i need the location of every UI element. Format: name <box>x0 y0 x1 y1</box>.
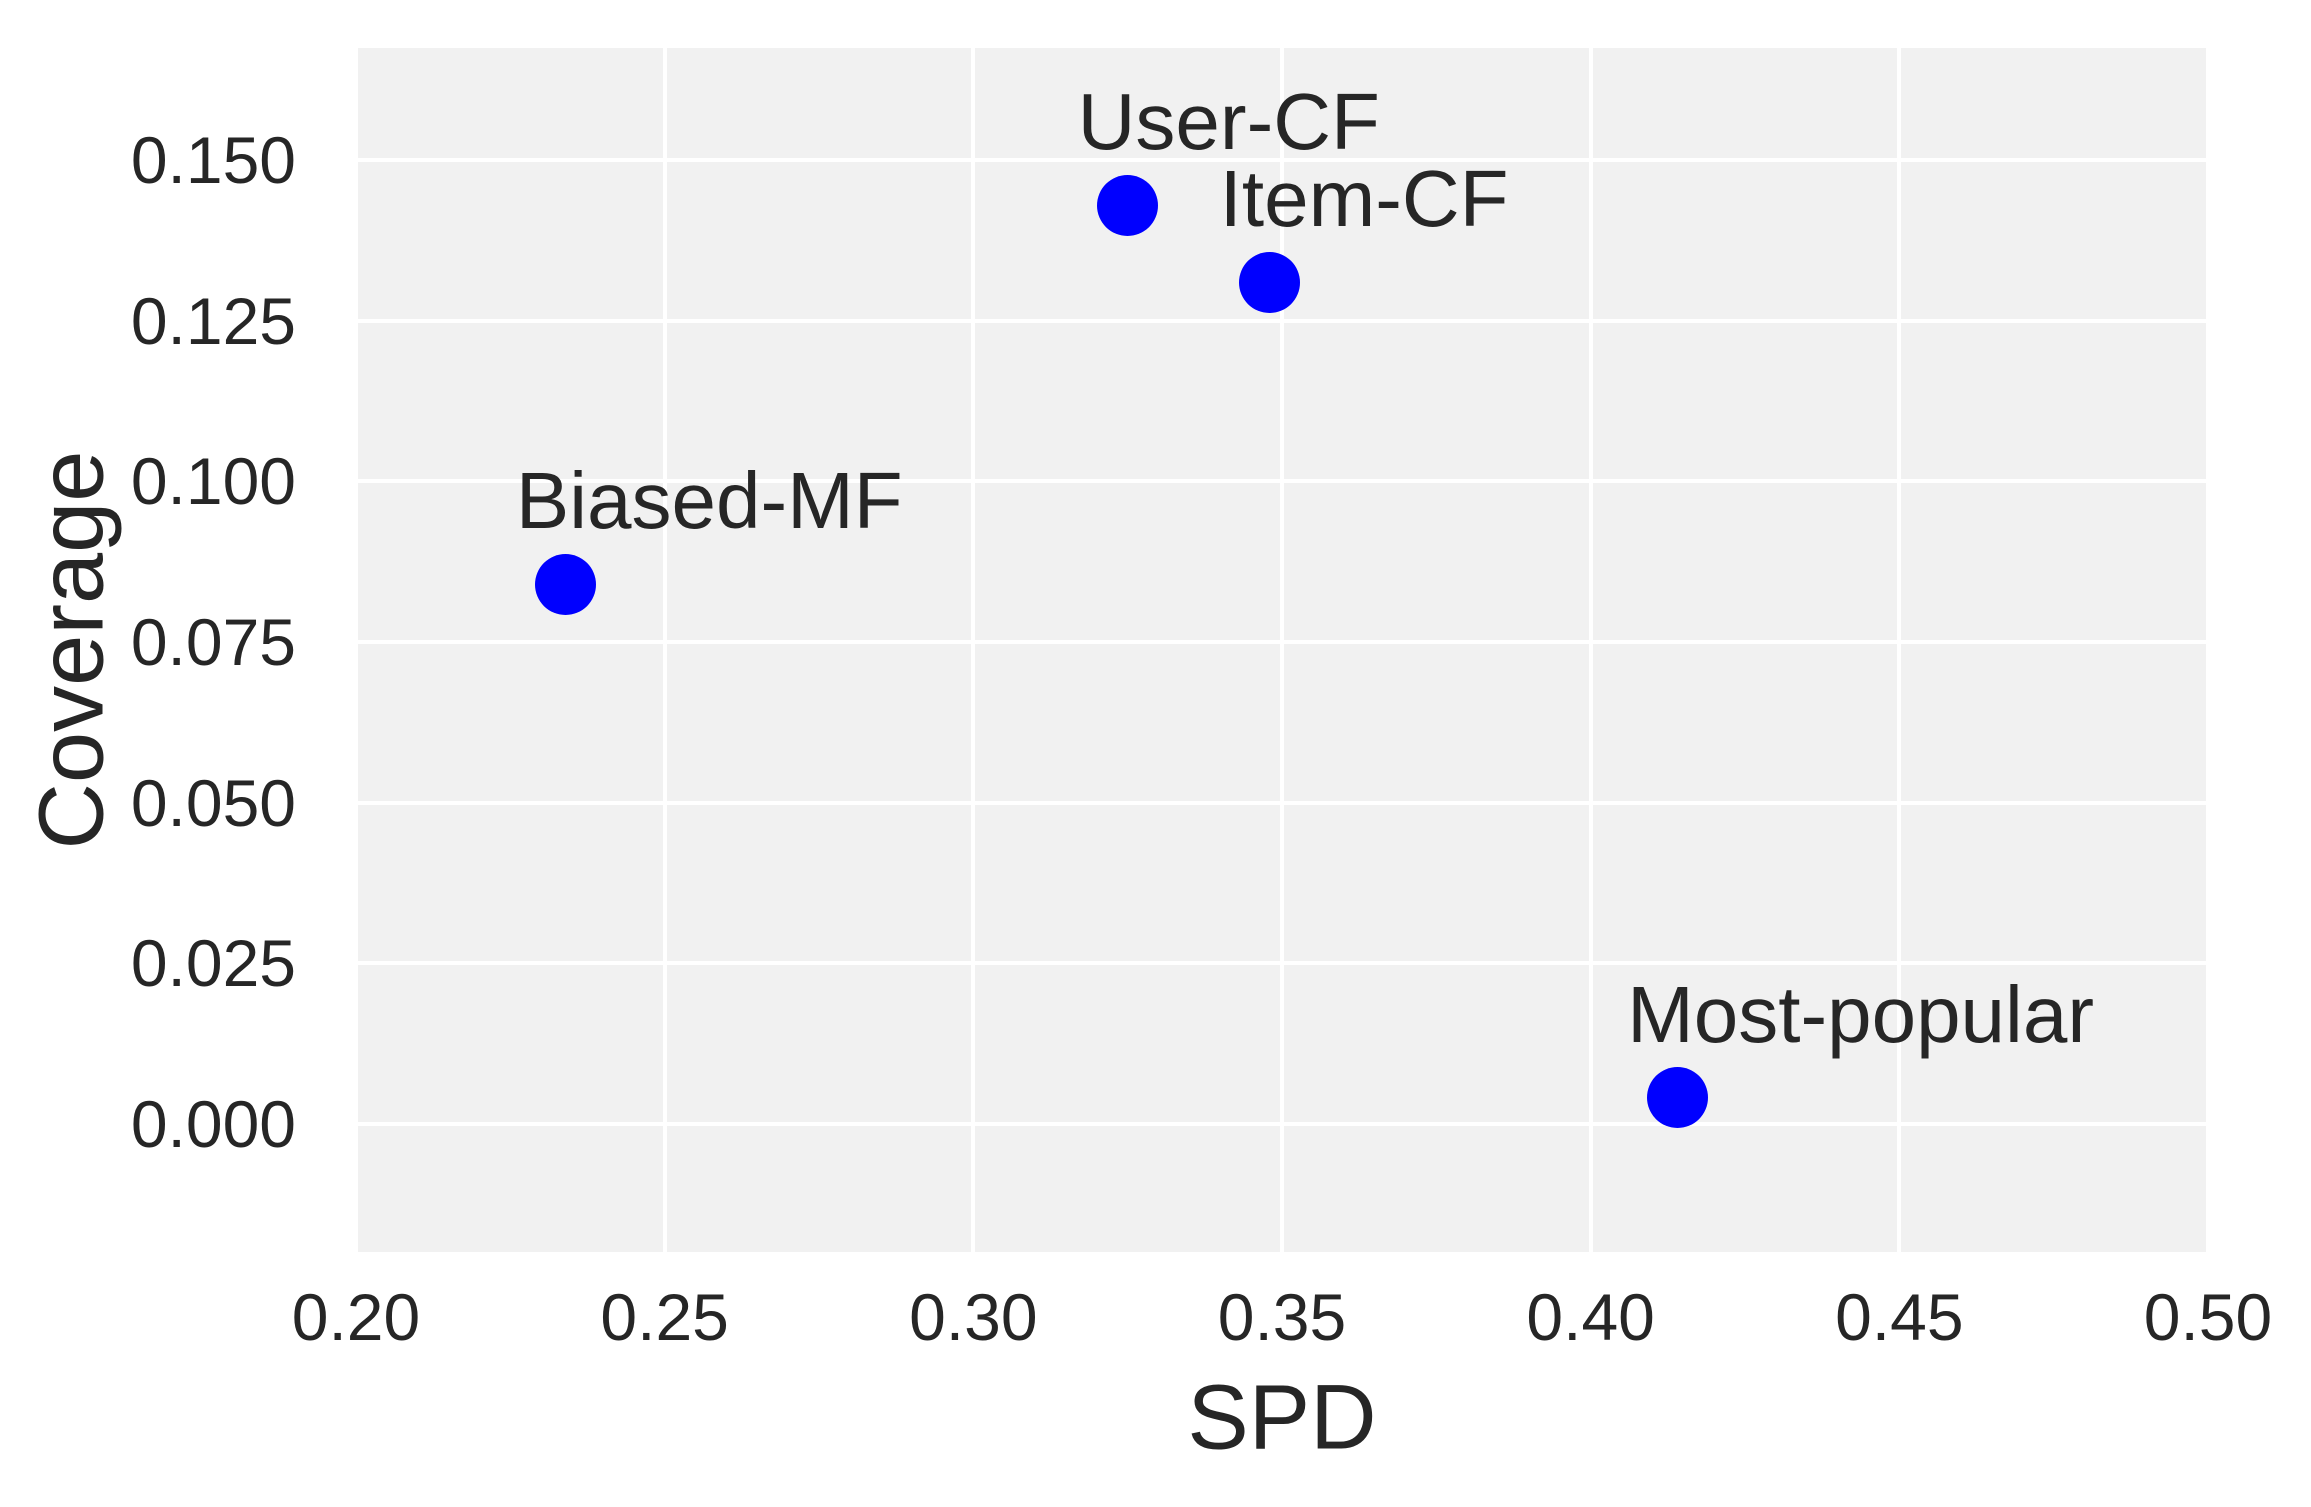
gridline-y-0.150 <box>356 158 2208 163</box>
plot-area: User-CF Item-CF Biased-MF Most-popular <box>354 48 2210 1252</box>
gridline-y-0.075 <box>356 639 2208 644</box>
gridline-y-0.025 <box>356 961 2208 966</box>
y-tick-label-0.150: 0.150 <box>130 123 296 198</box>
gridline-x-0.30 <box>971 48 976 1252</box>
y-tick-label-0.075: 0.075 <box>130 604 296 679</box>
point-label-most-popular: Most-popular <box>1627 969 2094 1059</box>
point-label-item-cf: Item-CF <box>1219 154 1509 244</box>
gridline-x-0.50 <box>2206 48 2210 1252</box>
point-label-biased-mf: Biased-MF <box>515 456 903 546</box>
x-axis-title: SPD <box>1187 1366 1377 1469</box>
gridline-y-0.125 <box>356 318 2208 323</box>
y-axis-title: Coverage <box>20 450 123 850</box>
gridline-x-0.40 <box>1588 48 1593 1252</box>
data-point-biased-mf <box>535 553 597 615</box>
y-tick-label-0.050: 0.050 <box>130 765 296 840</box>
data-point-item-cf <box>1239 251 1301 313</box>
gridline-y-0.100 <box>356 479 2208 484</box>
y-tick-label-0.100: 0.100 <box>130 444 296 519</box>
x-tick-label-0.45: 0.45 <box>1835 1280 1964 1354</box>
x-tick-label-0.40: 0.40 <box>1526 1280 1655 1354</box>
gridline-x-0.35 <box>1280 48 1284 1252</box>
y-tick-label-0.000: 0.000 <box>130 1086 296 1161</box>
gridline-x-0.25 <box>662 48 667 1252</box>
gridline-y-0.000 <box>356 1121 2208 1126</box>
y-tick-label-0.025: 0.025 <box>130 926 296 1001</box>
x-tick-label-0.30: 0.30 <box>909 1280 1038 1354</box>
data-point-most-popular <box>1646 1067 1708 1129</box>
data-point-user-cf <box>1097 174 1159 236</box>
x-tick-label-0.50: 0.50 <box>2143 1280 2273 1354</box>
point-label-user-cf: User-CF <box>1077 77 1380 167</box>
x-tick-label-0.35: 0.35 <box>1217 1280 1347 1354</box>
y-tick-label-0.125: 0.125 <box>130 283 296 358</box>
gridline-x-0.45 <box>1897 48 1902 1252</box>
gridline-y-0.050 <box>356 800 2208 805</box>
gridline-x-0.20 <box>354 48 358 1252</box>
x-tick-label-0.20: 0.20 <box>291 1280 421 1354</box>
x-tick-label-0.25: 0.25 <box>600 1280 729 1354</box>
